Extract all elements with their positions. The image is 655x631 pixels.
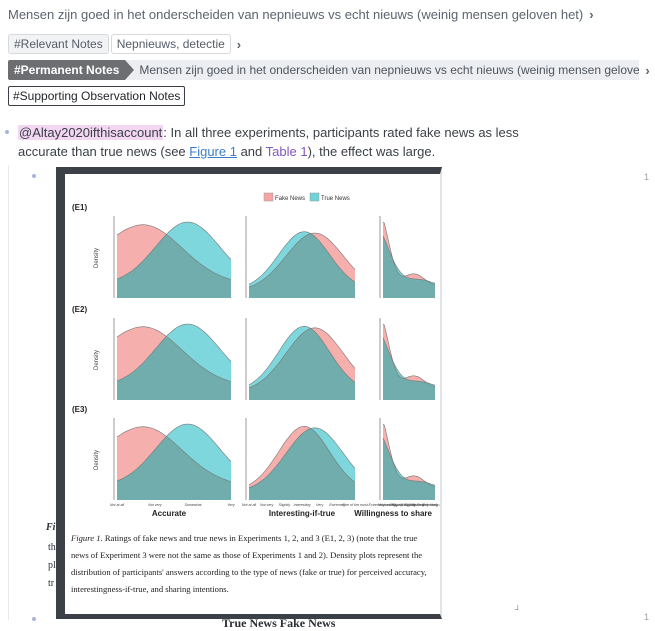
- background-caption: True News Fake News: [222, 616, 336, 630]
- density-line-fake: [248, 232, 356, 288]
- paragraph-block[interactable]: @Altay2020ifthisaccount: In all three ex…: [18, 123, 538, 161]
- panel-label-interesting: Interesting-if-true: [269, 509, 336, 518]
- relevant-notes-row: #Relevant Notes Nepnieuws, detectie ›: [8, 34, 241, 54]
- experiment-label: (E2): [72, 305, 87, 314]
- line-number: 1: [643, 612, 649, 622]
- x-tick-label: Not very: [260, 503, 274, 507]
- background-text: th: [48, 542, 56, 553]
- relevant-notes-value[interactable]: Nepnieuws, detectie: [110, 34, 231, 54]
- experiment-label: (E1): [72, 203, 87, 212]
- figure-link[interactable]: Figure 1: [189, 144, 237, 159]
- density-overlap-interesting: [249, 428, 355, 500]
- resize-handle-icon[interactable]: ┘: [515, 605, 521, 614]
- table-link[interactable]: Table 1: [265, 144, 308, 159]
- density-line-fake: [116, 426, 232, 482]
- x-tick-label: Slightly unlikely: [392, 503, 417, 507]
- paragraph-text-end: ), the effect was large.: [307, 144, 436, 159]
- density-line-true: [248, 427, 356, 489]
- legend-label-true: True News: [321, 196, 350, 202]
- legend-swatch-fake: [263, 192, 274, 202]
- background-text: pl: [48, 560, 56, 571]
- density-line-true: [382, 235, 436, 284]
- density-overlap-share: [383, 235, 435, 298]
- y-axis-label: Density: [94, 248, 100, 268]
- density-overlap-accurate: [117, 235, 231, 298]
- x-tick-label: Very: [316, 503, 323, 507]
- permanent-notes-tag[interactable]: #Permanent Notes: [8, 60, 135, 80]
- y-axis-label: Density: [94, 450, 100, 470]
- density-overlap-interesting: [249, 328, 355, 400]
- x-tick-label: Slightly: [279, 503, 291, 507]
- figure-caption: Figure 1. Ratings of fake news and true …: [71, 533, 427, 594]
- x-tick-label: Not at all: [242, 503, 256, 507]
- density-overlap-share: [383, 337, 435, 400]
- note-title-row[interactable]: Mensen zijn goed in het onderscheiden va…: [8, 7, 594, 22]
- permanent-notes-value[interactable]: Mensen zijn goed in het onderscheiden va…: [125, 60, 640, 80]
- x-tick-label: Moderately unlikely: [378, 503, 409, 507]
- density-line-true: [382, 337, 436, 386]
- chevron-right-icon[interactable]: ›: [645, 62, 650, 78]
- permanent-notes-row: #Permanent Notes Mensen zijn goed in het…: [8, 60, 651, 80]
- experiment-label: (E3): [72, 405, 87, 414]
- x-tick-label: One of the most: [342, 503, 369, 507]
- density-line-true: [116, 323, 232, 382]
- paragraph-text: : In all three experiments, participants…: [18, 125, 519, 159]
- density-line-fake: [116, 326, 232, 382]
- chart-legend: Fake News True News: [263, 192, 350, 202]
- density-overlap-accurate: [117, 437, 231, 500]
- density-line-true: [116, 221, 232, 280]
- figure-chart: Fake News True News (E1) Density (E2) Densi…: [71, 192, 448, 594]
- density-line-fake: [248, 425, 356, 485]
- supporting-row: #Supporting Observation Notes: [8, 86, 186, 106]
- note-title[interactable]: Mensen zijn goed in het onderscheiden va…: [8, 7, 584, 22]
- block-indent-line: [8, 165, 9, 620]
- x-tick-label: Not very: [148, 503, 162, 507]
- chevron-right-icon[interactable]: ›: [589, 7, 594, 22]
- panel-label-accurate: Accurate: [152, 509, 187, 518]
- panel-label-share: Willingness to share: [354, 509, 432, 518]
- x-tick-label: Somewhat: [185, 503, 203, 507]
- density-line-true: [248, 231, 356, 285]
- relevant-notes-tag[interactable]: #Relevant Notes: [8, 34, 109, 54]
- x-tick-label: Slightly likely: [404, 503, 425, 507]
- y-axis-label: Density: [94, 350, 100, 370]
- x-tick-label: Not at all: [110, 503, 124, 507]
- supporting-observation-tag[interactable]: #Supporting Observation Notes: [8, 86, 186, 106]
- child-block-bullet[interactable]: [32, 617, 36, 621]
- x-tick-label: Extremely: [329, 503, 345, 507]
- x-tick-label: Extremely unlikely: [369, 503, 398, 507]
- background-text: Fi: [46, 522, 56, 533]
- density-line-true: [248, 325, 356, 385]
- legend-label-fake: Fake News: [275, 196, 305, 202]
- density-line-true: [116, 423, 232, 482]
- x-tick-label: Moderately likely: [411, 503, 438, 507]
- x-tick-label: Extremely likely: [423, 503, 440, 507]
- citation-mention[interactable]: @Altay2020ifthisaccount: [18, 125, 164, 140]
- density-line-fake: [116, 224, 232, 280]
- chevron-right-icon[interactable]: ›: [236, 36, 242, 52]
- legend-swatch-true: [309, 192, 320, 202]
- x-tick-label: Very: [227, 503, 234, 507]
- density-overlap-accurate: [117, 337, 231, 400]
- density-line-fake: [248, 327, 356, 389]
- caption-text: Ratings of fake news and true news in Ex…: [71, 533, 427, 594]
- density-overlap-share: [383, 437, 435, 500]
- caption-label: Figure 1.: [71, 533, 103, 543]
- block-bullet[interactable]: [5, 130, 9, 134]
- density-line-true: [382, 437, 436, 486]
- figure-popup[interactable]: Fake News True News (E1) Density (E2) Densi…: [56, 167, 448, 619]
- background-text: tr: [48, 578, 55, 589]
- paragraph-and: and: [236, 144, 266, 159]
- x-tick-label: Interesting: [294, 503, 311, 507]
- density-overlap-interesting: [249, 233, 355, 298]
- line-number: 1: [643, 172, 649, 182]
- child-block-bullet[interactable]: [32, 174, 36, 178]
